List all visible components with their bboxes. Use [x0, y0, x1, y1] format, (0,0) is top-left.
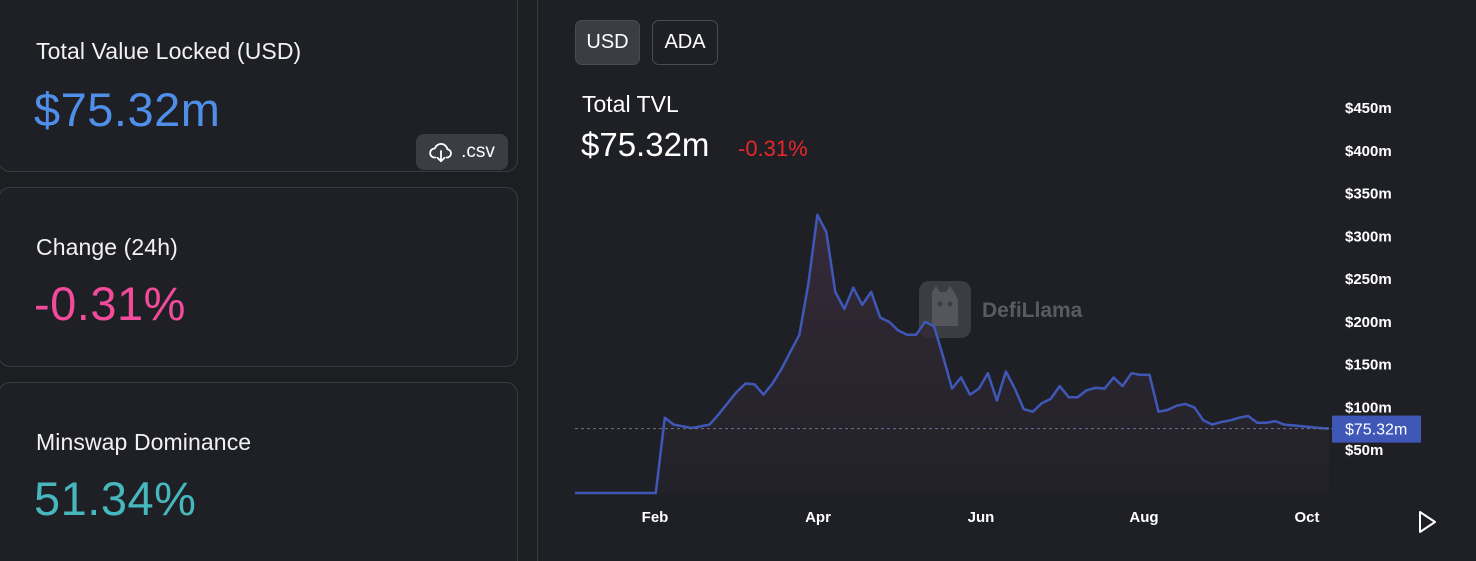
- y-axis: $50m $100m $150m $200m $250m $300m $350m $400m $…: [1345, 100, 1392, 459]
- tvl-label: Total Value Locked (USD): [36, 38, 302, 64]
- tvl-card: Total Value Locked (USD) $75.32m: [0, 0, 518, 172]
- y-tick-label: $250m: [1345, 271, 1392, 288]
- y-tick-label: $450m: [1345, 100, 1392, 117]
- ada-toggle-button[interactable]: ADA: [652, 20, 718, 65]
- chart-change-value: -0.31%: [738, 136, 808, 161]
- x-tick-label: Feb: [642, 509, 669, 526]
- tvl-value: $75.32m: [34, 83, 221, 136]
- change-label: Change (24h): [36, 234, 178, 260]
- y-tick-label: $100m: [1345, 399, 1392, 416]
- defillama-logo-icon: [919, 281, 971, 338]
- y-tick-label: $150m: [1345, 357, 1392, 374]
- chart-tvl-value: $75.32m: [581, 126, 710, 163]
- dominance-value: 51.34%: [34, 472, 197, 525]
- x-tick-label: Jun: [968, 509, 995, 526]
- change-value: -0.31%: [34, 277, 186, 330]
- y-tick-label: $200m: [1345, 314, 1392, 331]
- x-tick-label: Oct: [1294, 509, 1319, 526]
- change-card: Change (24h) -0.31%: [0, 187, 518, 367]
- series-line: [575, 213, 1330, 495]
- download-csv-button[interactable]: .csv: [416, 134, 508, 170]
- cloud-download-icon: [429, 141, 453, 163]
- y-tick-label: $400m: [1345, 143, 1392, 160]
- series-area: [575, 214, 1329, 493]
- usd-toggle-button[interactable]: USD: [575, 20, 640, 65]
- play-icon: [1419, 511, 1436, 533]
- current-value-marker: $75.32m: [575, 415, 1421, 443]
- y-tick-label: $350m: [1345, 186, 1392, 203]
- x-axis: Feb Apr Jun Aug Oct: [642, 509, 1320, 526]
- play-button[interactable]: [1410, 505, 1444, 539]
- csv-label: .csv: [461, 141, 495, 162]
- defillama-watermark: DefiLlama: [919, 281, 1083, 338]
- dominance-card: Minswap Dominance 51.34%: [0, 382, 518, 561]
- x-tick-label: Aug: [1129, 509, 1158, 526]
- dominance-label: Minswap Dominance: [36, 429, 252, 455]
- watermark-text: DefiLlama: [982, 299, 1083, 322]
- x-tick-label: Apr: [805, 509, 831, 526]
- y-tick-label: $50m: [1345, 442, 1383, 459]
- chart-line-group: [575, 213, 1330, 495]
- chart-title: Total TVL: [582, 91, 679, 117]
- current-value-label: $75.32m: [1345, 422, 1407, 439]
- y-tick-label: $300m: [1345, 228, 1392, 245]
- current-value-badge: [1332, 415, 1421, 443]
- chart-area-group: [575, 214, 1329, 493]
